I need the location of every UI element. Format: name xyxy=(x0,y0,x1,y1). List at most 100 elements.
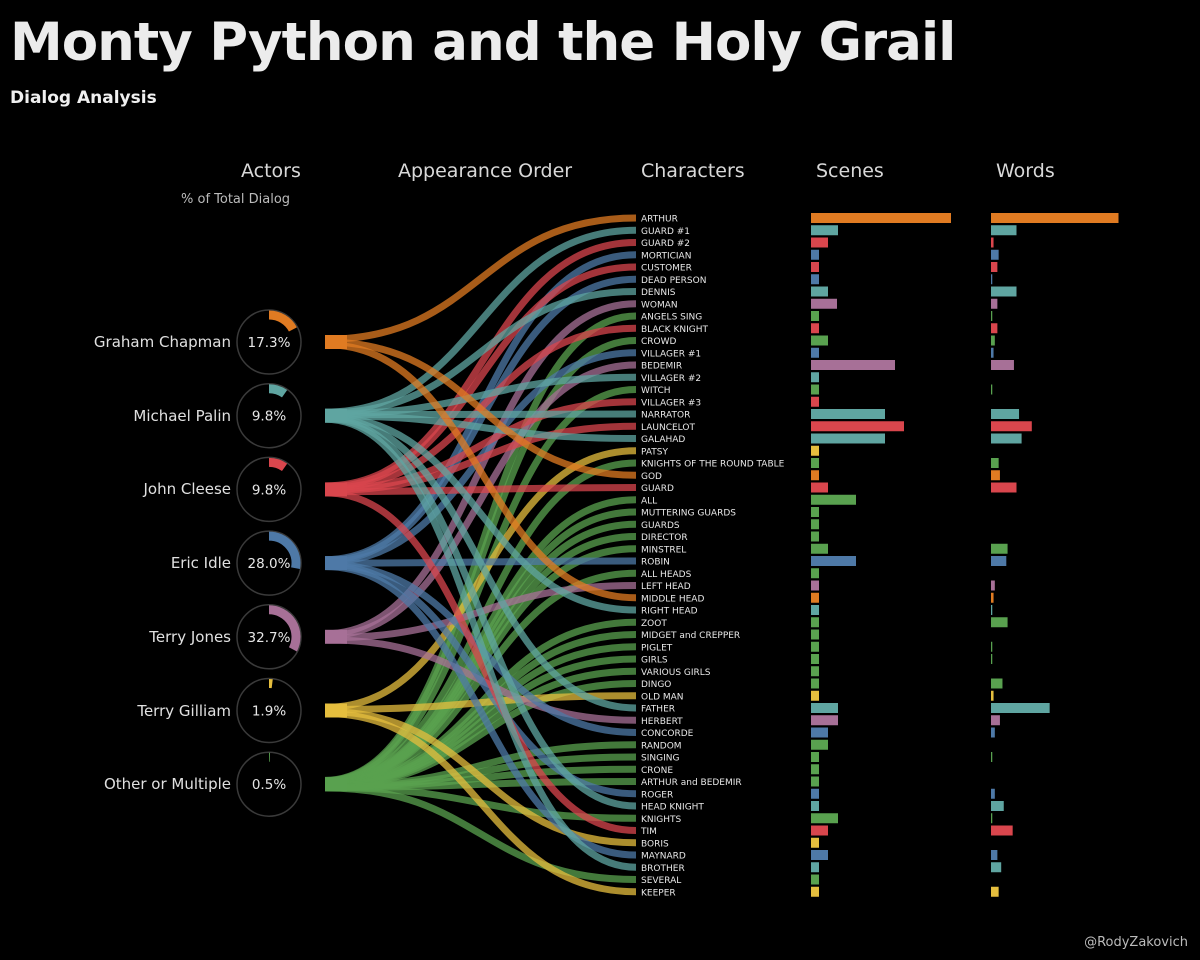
scenes-bar-all-heads xyxy=(811,568,819,579)
scenes-bar-all xyxy=(811,494,856,505)
character-label-villager-2: VILLAGER #2 xyxy=(641,374,701,384)
scenes-bar-left-head xyxy=(811,580,819,591)
actor-name-michael-palin: Michael Palin xyxy=(133,406,231,425)
scenes-bar-knights-of-the-round-table xyxy=(811,458,819,468)
character-label-witch: WITCH xyxy=(641,386,671,396)
words-bar-black-knight xyxy=(991,323,998,334)
character-label-head-knight: HEAD KNIGHT xyxy=(641,803,704,813)
link-right-head xyxy=(324,413,637,614)
link-galahad xyxy=(324,412,637,442)
character-label-girls: GIRLS xyxy=(641,656,668,666)
scenes-bar-villager-2 xyxy=(811,372,819,383)
character-label-director: DIRECTOR xyxy=(641,533,688,543)
words-bar-angels-sing xyxy=(991,311,993,321)
character-label-robin: ROBIN xyxy=(641,558,670,568)
donut-ring-terry-gilliam xyxy=(236,677,302,744)
character-label-brother: BROTHER xyxy=(641,864,685,874)
words-bar-tim xyxy=(991,825,1013,836)
character-label-right-head: RIGHT HEAD xyxy=(641,607,698,617)
character-label-guard: GUARD xyxy=(641,484,674,494)
character-label-minstrel: MINSTREL xyxy=(641,545,686,555)
scenes-bar-launcelot xyxy=(811,421,904,432)
character-label-bedemir: BEDEMIR xyxy=(641,362,682,372)
character-label-crowd: CROWD xyxy=(641,337,677,347)
actor-pct-eric-idle: 28.0% xyxy=(248,556,291,572)
character-label-dennis: DENNIS xyxy=(641,288,676,298)
link-father xyxy=(324,413,637,712)
words-bar-keeper xyxy=(991,886,999,897)
character-label-father: FATHER xyxy=(641,705,675,715)
link-tim xyxy=(324,489,637,834)
words-bar-galahad xyxy=(991,433,1022,444)
character-label-arthur: ARTHUR xyxy=(641,215,678,225)
scenes-bar-various-girls xyxy=(811,666,819,677)
scenes-bar-galahad xyxy=(811,433,885,444)
link-guard xyxy=(324,484,637,496)
character-label-singing: SINGING xyxy=(641,754,679,764)
donut-arc-terry-jones xyxy=(268,605,301,652)
words-bar-roger xyxy=(991,788,995,799)
words-bar-girls xyxy=(991,654,993,664)
character-label-middle-head: MIDDLE HEAD xyxy=(641,594,704,604)
character-label-maynard: MAYNARD xyxy=(641,852,686,862)
scenes-bar-arthur-and-bedemir xyxy=(811,776,819,787)
donut-arc-eric-idle xyxy=(268,531,301,569)
words-bar-dennis xyxy=(991,286,1017,297)
scenes-bar-several xyxy=(811,874,819,885)
character-label-woman: WOMAN xyxy=(641,300,678,310)
scenes-bar-minstrel xyxy=(811,543,828,554)
actor-pct-terry-jones: 32.7% xyxy=(248,630,291,646)
words-bar-middle-head xyxy=(991,592,994,603)
words-bar-knights-of-the-round-table xyxy=(991,458,999,468)
character-label-god: GOD xyxy=(641,472,662,482)
actor-bar-graham-chapman xyxy=(325,335,347,349)
scenes-bar-guard-2 xyxy=(811,237,828,248)
chart-subtitle: Dialog Analysis xyxy=(10,88,157,108)
words-bar-zoot xyxy=(991,617,1008,628)
actor-name-john-cleese: John Cleese xyxy=(143,480,231,499)
words-bar-minstrel xyxy=(991,543,1008,554)
actor-name-terry-jones: Terry Jones xyxy=(149,627,231,646)
words-bar-god xyxy=(991,470,1000,481)
words-bar-woman xyxy=(991,298,998,309)
scenes-bar-midget-and-crepper xyxy=(811,629,819,640)
actor-bar-michael-palin xyxy=(325,408,347,423)
words-bar-guard-1 xyxy=(991,225,1017,236)
link-god xyxy=(324,338,637,479)
link-keeper xyxy=(324,710,637,896)
actor-pct-terry-gilliam: 1.9% xyxy=(252,704,286,720)
scenes-bar-customer xyxy=(811,262,819,272)
words-bar-dingo xyxy=(991,678,1003,689)
donut-ring-michael-palin xyxy=(236,382,302,449)
link-customer xyxy=(324,263,637,491)
character-label-several: SEVERAL xyxy=(641,876,681,886)
scenes-bar-singing xyxy=(811,752,819,762)
words-bar-narrator xyxy=(991,409,1020,419)
words-bar-guard-2 xyxy=(991,237,994,248)
actor-pct-john-cleese: 9.8% xyxy=(252,482,286,498)
actor-name-graham-chapman: Graham Chapman xyxy=(93,333,231,351)
character-label-customer: CUSTOMER xyxy=(641,264,692,274)
words-bar-witch xyxy=(991,384,993,395)
words-bar-singing xyxy=(991,752,993,762)
link-arthur xyxy=(324,214,637,343)
words-bar-customer xyxy=(991,262,998,272)
words-bar-concorde xyxy=(991,727,995,738)
actor-bar-other-or-multiple xyxy=(325,777,347,792)
character-label-guard-1: GUARD #1 xyxy=(641,227,690,237)
scenes-bar-concorde xyxy=(811,727,828,738)
scenes-bar-knights xyxy=(811,813,838,824)
scenes-bar-woman xyxy=(811,298,837,309)
scenes-bar-arthur xyxy=(811,213,951,223)
scenes-bar-zoot xyxy=(811,617,819,628)
scenes-bar-random xyxy=(811,739,828,750)
words-bar-guard xyxy=(991,482,1017,493)
actor-name-other-or-multiple: Other or Multiple xyxy=(103,775,231,794)
marks: 17.3% 9.8% 9.8% 28.0% 32.7% 1.9% 0.5% ARTHUR GUA… xyxy=(236,213,1119,898)
character-label-launcelot: LAUNCELOT xyxy=(641,423,695,433)
donut-arc-michael-palin xyxy=(268,384,288,398)
characters-header: Characters xyxy=(641,160,745,182)
link-middle-head xyxy=(324,341,637,602)
actor-pct-graham-chapman: 17.3% xyxy=(248,335,291,351)
